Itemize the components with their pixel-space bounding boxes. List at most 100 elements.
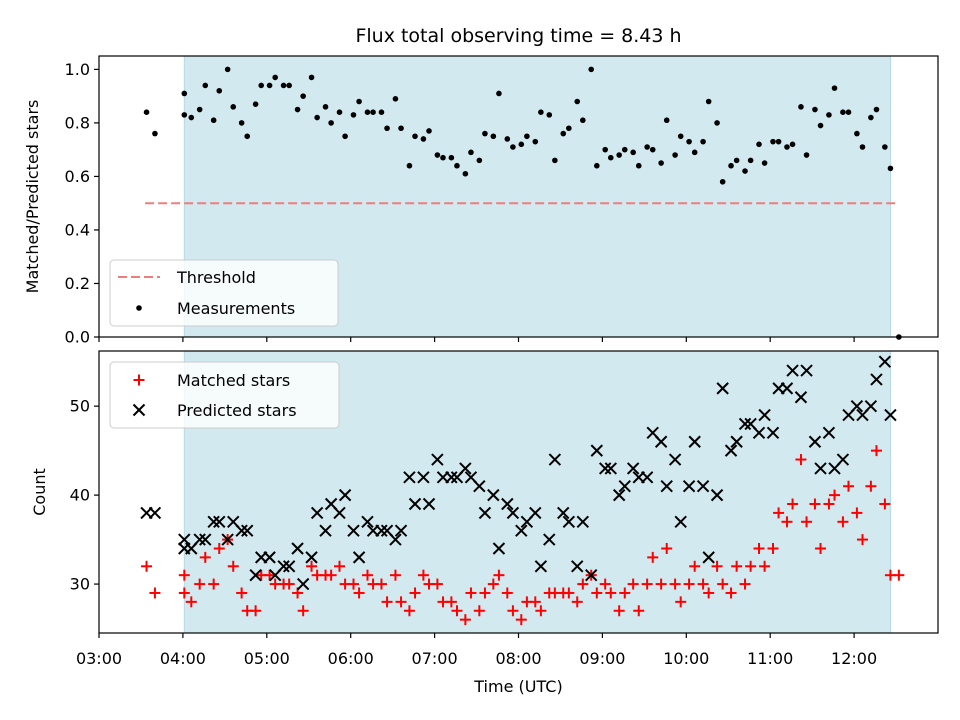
- x-stroke: [688, 435, 701, 448]
- matched-star-point: [185, 596, 197, 608]
- x-stroke: [408, 497, 422, 511]
- predicted-star-point: [459, 462, 472, 475]
- predicted-star-point: [296, 577, 310, 591]
- predicted-star-point: [515, 524, 528, 537]
- measurement-point: [882, 144, 888, 150]
- x-stroke: [612, 488, 626, 502]
- predicted-star-point: [604, 462, 617, 475]
- predicted-star-point: [571, 560, 584, 573]
- matched-star-point: [801, 516, 813, 528]
- matched-star-point: [870, 445, 882, 457]
- x-stroke: [850, 399, 864, 413]
- x-stroke: [870, 373, 883, 386]
- measurement-point: [602, 146, 608, 153]
- x-tick-label: 11:00: [747, 649, 793, 668]
- measurement-point: [462, 170, 469, 177]
- y-tick-label: 30: [70, 575, 90, 594]
- predicted-star-point: [780, 382, 794, 395]
- matched-star-point: [731, 560, 743, 572]
- matched-star-point: [297, 605, 309, 617]
- measurement-point: [468, 149, 474, 156]
- x-stroke: [148, 506, 162, 520]
- x-stroke: [319, 524, 332, 537]
- matched-star-point: [725, 587, 737, 599]
- measurement-point: [594, 162, 600, 169]
- legend-measurements-label: Measurements: [177, 299, 295, 318]
- x-tick-label: 10:00: [663, 649, 709, 668]
- predicted-star-point: [654, 435, 668, 448]
- measurement-point: [272, 74, 278, 81]
- predicted-star-point: [291, 542, 304, 555]
- predicted-star-point: [557, 506, 570, 520]
- x-stroke: [501, 497, 514, 511]
- measurement-point: [728, 162, 734, 169]
- matched-star-point: [703, 587, 715, 599]
- y-tick-label: 50: [70, 397, 90, 416]
- measurement-point: [490, 133, 497, 140]
- measurement-point: [482, 130, 488, 137]
- predicted-star-point: [724, 444, 738, 457]
- predicted-star-point: [590, 444, 604, 457]
- predicted-star-point: [178, 533, 191, 546]
- matched-star-point: [479, 587, 491, 599]
- predicted-star-point: [702, 551, 715, 564]
- predicted-star-point: [199, 533, 212, 546]
- matched-star-point: [781, 516, 793, 528]
- matched-star-point: [178, 587, 190, 599]
- x-stroke: [464, 471, 478, 484]
- x-axis-label-time: Time (UTC): [473, 677, 562, 696]
- matched-star-point: [823, 498, 835, 510]
- measurement-point: [328, 120, 334, 126]
- x-stroke: [654, 435, 668, 448]
- predicted-star-points: [140, 355, 897, 591]
- x-stroke: [431, 453, 444, 466]
- legend-predicted-swatch: [132, 403, 146, 417]
- measurement-point: [756, 141, 762, 148]
- x-stroke: [884, 408, 897, 422]
- measurement-point: [238, 120, 245, 126]
- matched-star-point: [591, 587, 603, 599]
- y-axis-label-ratio: Matched/Predicted stars: [23, 100, 42, 294]
- measurement-point: [384, 125, 390, 132]
- measurement-point: [742, 168, 748, 174]
- predicted-star-point: [576, 515, 590, 529]
- matched-star-point: [641, 578, 653, 590]
- matched-star-point: [417, 569, 429, 581]
- measurement-point: [616, 152, 622, 158]
- matched-star-point: [787, 498, 799, 510]
- x-stroke: [403, 471, 416, 484]
- matched-star-point: [199, 551, 211, 563]
- predicted-star-point: [282, 560, 296, 573]
- measurement-points: [143, 66, 902, 340]
- predicted-star-point: [884, 408, 897, 422]
- predicted-star-point: [506, 506, 520, 520]
- predicted-star-point: [431, 453, 444, 466]
- x-stroke: [696, 480, 710, 493]
- matched-star-point: [633, 605, 645, 617]
- measurement-point: [342, 133, 348, 140]
- measurement-point: [210, 117, 217, 124]
- measurement-point: [350, 112, 357, 118]
- predicted-star-point: [148, 506, 162, 520]
- legend-measurement-swatch: [136, 305, 142, 311]
- legend-predicted-label: Predicted stars: [177, 401, 297, 420]
- predicted-star-point: [710, 488, 724, 502]
- x-stroke: [375, 524, 388, 537]
- predicted-star-point: [696, 480, 710, 493]
- matched-star-point: [675, 596, 687, 608]
- predicted-star-point: [864, 399, 878, 413]
- matched-star-point: [759, 560, 771, 572]
- predicted-star-point: [394, 524, 408, 537]
- x-tick-label: 05:00: [244, 649, 290, 668]
- x-stroke: [598, 462, 612, 475]
- predicted-star-point: [277, 560, 290, 573]
- predicted-star-point: [640, 471, 654, 484]
- matched-star-point: [451, 605, 463, 617]
- measurement-point: [181, 90, 188, 97]
- matched-star-point: [851, 507, 863, 519]
- matched-star-point: [264, 569, 276, 581]
- y-axis-ticks-ratio: 0.0 0.2 0.4 0.6 0.8 1.0: [65, 60, 99, 347]
- measurement-point: [476, 157, 483, 164]
- x-stroke: [780, 382, 794, 395]
